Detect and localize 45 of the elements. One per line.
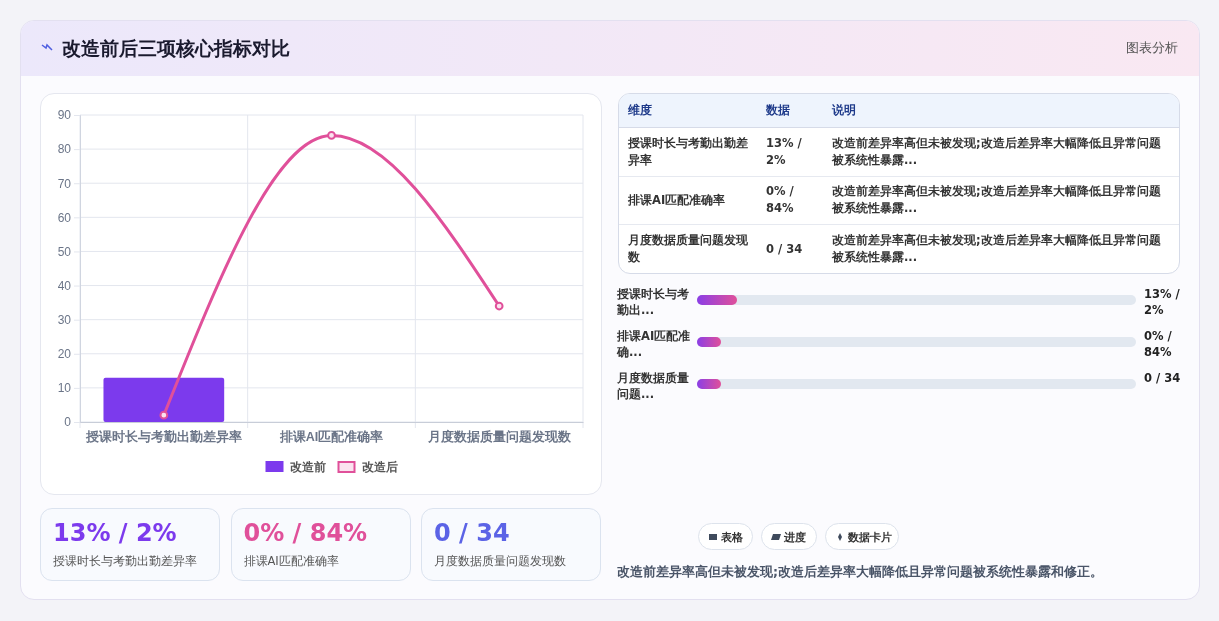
text: 13% / 2% [766,134,803,169]
text: 进度 [784,530,806,545]
text: 改造前差异率高但未被发现;改造后差异率大幅降低且异常问题被系统性暴露... [832,134,1162,169]
text: 数据 [766,102,790,119]
text: 说明 [832,102,856,119]
text: 排课AI匹配准确... [617,328,692,360]
x-tick-label: 授课时长与考勤出勤差异率 [84,428,242,444]
text: 0 / 34 [1144,370,1182,386]
text: 授课时长与考勤出... [617,286,690,318]
text: 排课AI匹配准确率 [628,191,726,209]
text: 月度数据质量问题发现数 [434,554,566,569]
text: 13% / 2% [1144,286,1181,318]
y-tick-label: 0 [64,415,72,430]
text: 0 / 34 [766,240,803,258]
text: 改造前后三项核心指标对比 [62,36,290,61]
text: 0% / 84% [1144,328,1173,360]
text: 维度 [628,102,652,119]
text: 授课时长与考勤出勤差异率 [628,134,749,169]
text: 0% / 84% [766,183,795,217]
x-tick-label: 月度数据质量问题发现数 [426,428,572,444]
text: 0 / 34 [434,519,510,547]
text: 数据卡片 [848,530,892,545]
legend-label: 改造后 [361,460,398,474]
y-tick-label: 50 [57,244,72,259]
text: 改造前差异率高但未被发现;改造后差异率大幅降低且异常问题被系统性暴露... [832,183,1162,217]
text: 授课时长与考勤出勤差异率 [53,554,197,569]
y-tick-label: 20 [57,347,72,362]
y-tick-label: 90 [57,108,72,123]
text: 图表分析 [1126,40,1178,57]
text: 表格 [721,530,743,545]
y-tick-label: 30 [57,313,72,328]
text: 排课AI匹配准确率 [243,554,339,569]
legend-label: 改造前 [289,460,326,474]
text: 改造前差异率高但未被发现;改造后差异率大幅降低且异常问题被系统性暴露... [832,232,1162,266]
y-tick-label: 70 [57,176,72,191]
y-tick-label: 40 [57,278,72,293]
y-tick-label: 60 [57,210,72,225]
text: 改造前差异率高但未被发现;改造后差异率大幅降低且异常问题被系统性暴露和修正。 [617,564,1103,581]
y-tick-label: 10 [57,381,72,396]
text: 0% / 84% [243,519,368,547]
text: 月度数据质量问题发现数 [628,232,749,266]
text: 13% / 2% [53,519,177,547]
x-tick-label: 排课AI匹配准确率 [278,428,384,444]
y-tick-label: 80 [57,142,72,157]
text: 月度数据质量问题... [617,370,690,402]
